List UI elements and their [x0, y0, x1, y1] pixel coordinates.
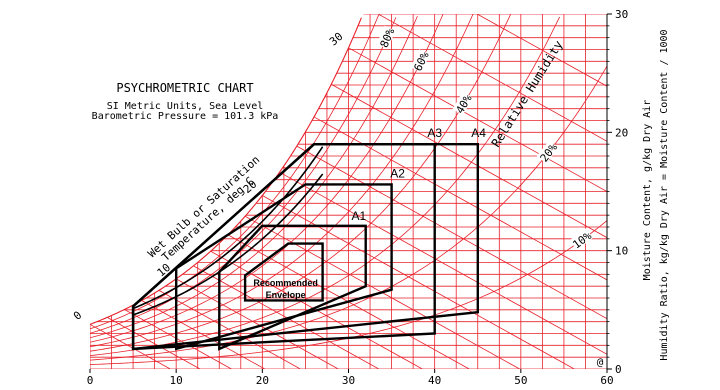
- wet-bulb-line: [313, 116, 607, 369]
- envelopes: [131, 142, 479, 351]
- envelope-recommended-envelope: [243, 242, 324, 302]
- wet-bulb-line: [262, 195, 575, 369]
- rh-curve: [90, 14, 474, 348]
- rh-label-bg: [410, 49, 431, 73]
- wet-bulb-line: [279, 171, 607, 369]
- x-tick-label: 40: [428, 374, 441, 387]
- y-axis-label-1: Moisture Content, g/kg Dry Air: [642, 100, 653, 281]
- chart-subtitle-1: SI Metric Units, Sea Level: [107, 101, 264, 112]
- red-grid: [90, 14, 607, 369]
- envelope-boundary-curve: [132, 173, 324, 316]
- x-tick-label: 50: [514, 374, 527, 387]
- x-tick-label: 60: [600, 374, 613, 387]
- wet-bulb-line: [175, 278, 339, 369]
- x-tick-label: 0: [87, 374, 94, 387]
- wet-bulb-tick-label: 10: [155, 261, 174, 279]
- rh-label: 60%: [411, 49, 432, 73]
- x-tick-label: 30: [342, 374, 355, 387]
- chart-subtitle-2: Barometric Pressure = 101.3 kPa: [92, 111, 279, 122]
- label-a2: A2: [390, 166, 405, 180]
- envelope-boundary-curve: [132, 146, 324, 310]
- y-axis-label-2: Humidity Ratio, kg/kg Dry Air = Moisture…: [659, 29, 670, 360]
- label-a3: A3: [427, 126, 442, 140]
- rh-label: 40%: [453, 92, 474, 116]
- wet-bulb-line: [193, 265, 380, 369]
- rh-curve: [90, 17, 397, 334]
- rh-label-bg: [452, 91, 474, 116]
- y-tick-label: 10: [615, 245, 628, 258]
- rh-curve: [90, 14, 513, 352]
- envelope-a4: [131, 142, 479, 351]
- envelope-a1: [218, 224, 367, 351]
- y-tick-label: 30: [615, 8, 628, 21]
- wet-bulb-line: [124, 309, 232, 369]
- rh-label: 80%: [378, 26, 398, 50]
- saturation-curve: [89, 17, 362, 325]
- envelope-a2: [174, 183, 393, 351]
- wet-bulb-line: [365, 14, 607, 369]
- wet-bulb-line: [158, 289, 301, 369]
- rh-label-bg: [569, 228, 593, 250]
- chart-title: PSYCHROMETRIC CHART: [116, 81, 253, 95]
- rh-curve: [90, 14, 444, 343]
- wet-bulb-line: [382, 14, 607, 369]
- wet-bulb-line: [90, 324, 171, 369]
- wet-bulb-line: [141, 300, 266, 369]
- rh-label-bg: [536, 140, 559, 164]
- y-tick-label: 0: [615, 363, 622, 376]
- wet-bulb-line: [107, 317, 201, 369]
- x-tick-label: 20: [256, 374, 269, 387]
- x-tick-label: 10: [170, 374, 183, 387]
- saturation-curves: [89, 17, 362, 325]
- rh-label-bg: [376, 25, 396, 49]
- rh-label: 10%: [570, 229, 594, 251]
- wet-bulb-label: Wet Bulb or Saturation Temperature, deg …: [145, 153, 262, 264]
- rh-curve: [90, 15, 418, 339]
- rh-curve: [90, 14, 380, 330]
- corner-mark: @: [597, 355, 604, 368]
- label-recommended-1: Recommended: [253, 278, 318, 288]
- wet-bulb-tick-label: 0: [71, 309, 84, 323]
- relative-humidity-label: Relative Humidity: [489, 38, 566, 150]
- rh-curve: [90, 65, 607, 361]
- wet-bulb-line: [331, 83, 607, 369]
- wet-bulb-tick-label: 30: [327, 30, 346, 48]
- rh-curve: [90, 16, 560, 357]
- label-recommended-2: Envelope: [266, 290, 306, 300]
- label-a1: A1: [351, 209, 366, 223]
- wet-bulb-line: [348, 47, 607, 369]
- label-a4: A4: [471, 126, 486, 140]
- y-tick-label: 20: [615, 126, 628, 139]
- wet-bulb-tick-label: 20: [241, 178, 260, 196]
